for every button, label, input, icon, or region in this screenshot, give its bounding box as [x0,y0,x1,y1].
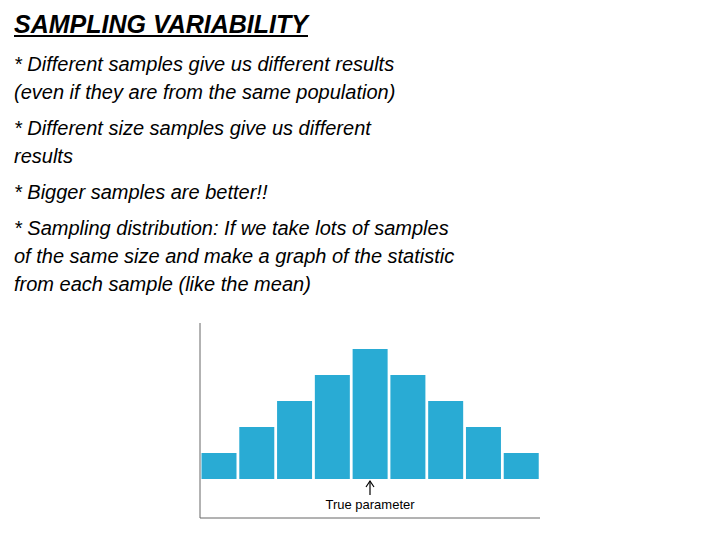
html-text:* Different size samples give: * Different size samples give us differe… [14,117,371,139]
html-text:(even if they are from the sam: (even if they are from the same populati… [14,81,396,103]
html-text:from each sample (like the mea: from each sample (like the mean) [14,273,311,295]
html-text:results: results [14,145,73,167]
html-text:* Bigger samples are better!!: * Bigger samples are better!! [14,181,268,203]
html-text:SAMPLING VARIABILITY: SAMPLING VARIABILITY [14,10,308,38]
html-text:* Sampling distribution: If we: * Sampling distribution: If we take lots… [14,217,449,239]
html-text:* Different samples give us di: * Different samples give us different re… [14,53,395,75]
svg-text:True parameter: True parameter [325,497,415,512]
html-text:of the same size and make a gr: of the same size and make a graph of the… [14,245,455,267]
